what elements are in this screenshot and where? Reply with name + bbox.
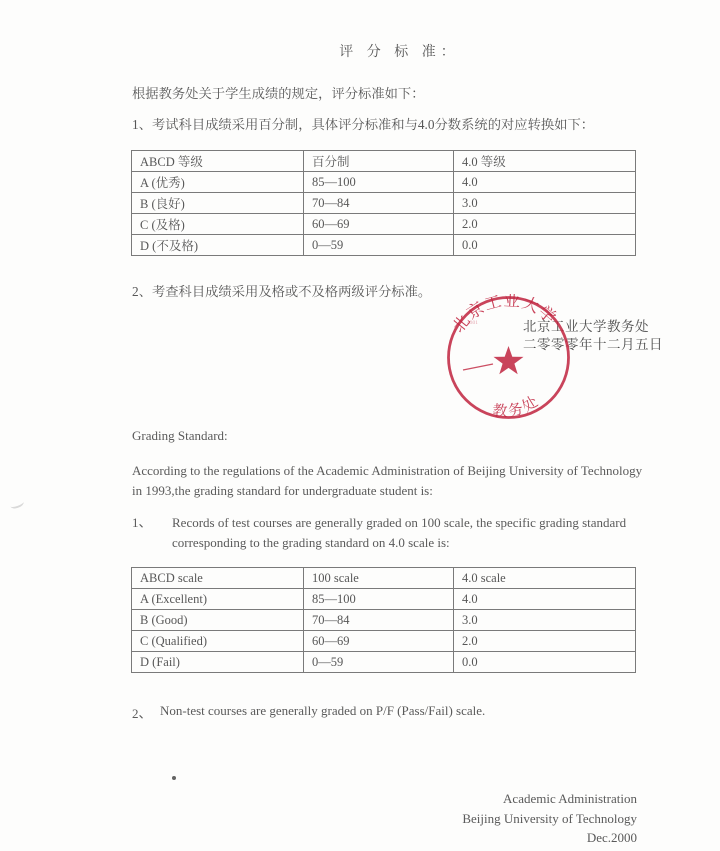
- svg-text:教务处: 教务处: [492, 392, 543, 420]
- svg-text:4301: 4301: [467, 320, 478, 326]
